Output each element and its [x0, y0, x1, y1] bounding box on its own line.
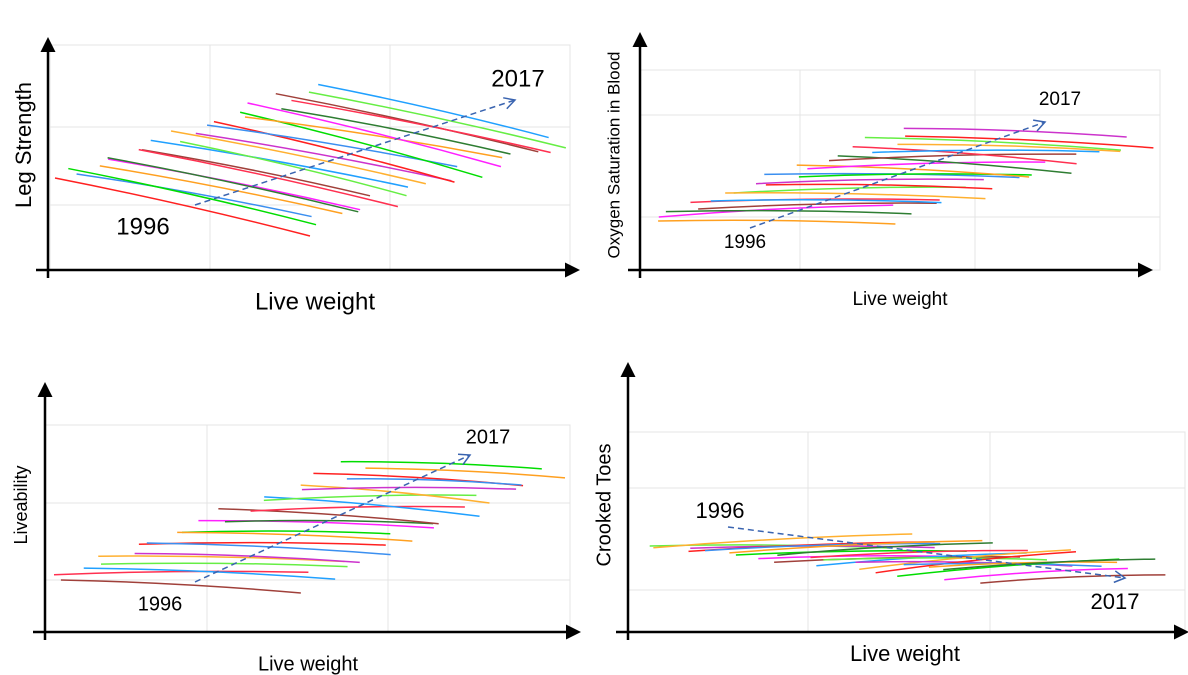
trend-line: [765, 183, 993, 190]
trend-line: [301, 486, 517, 491]
trend-line: [146, 542, 391, 556]
arrow-head: [1033, 119, 1047, 132]
trend-line: [807, 161, 1046, 170]
trend-arrow: [749, 121, 1046, 229]
panel: Liveability Live weight 1996 2017: [11, 382, 581, 675]
trend-line: [704, 542, 941, 552]
trend-line: [134, 552, 360, 564]
trend-line: [859, 549, 1071, 571]
start-year-label: 1996: [138, 593, 183, 615]
trend-line: [864, 136, 1122, 151]
trend-line: [665, 209, 912, 215]
plot-frame: [44, 424, 571, 633]
trend-line: [244, 116, 503, 159]
trend-line: [218, 507, 439, 525]
panel: Crooked Toes Live weight 1996 2017: [593, 362, 1188, 666]
trend-line: [340, 460, 542, 470]
y-axis-label: Leg Strength: [11, 82, 36, 208]
arrow-head: [457, 453, 472, 466]
trend-line: [658, 204, 894, 218]
trend-line: [99, 165, 343, 215]
trend-arrow: [194, 454, 471, 583]
y-axis-label: Oxygen Saturation in Blood: [604, 52, 623, 259]
trend-line: [281, 107, 511, 155]
end-year-label: 2017: [1039, 89, 1081, 110]
end-year-label: 2017: [491, 65, 544, 92]
trend-line: [837, 155, 1072, 175]
trend-line: [68, 167, 317, 226]
trend-line: [150, 139, 409, 188]
end-year-label: 2017: [1091, 589, 1140, 614]
trend-line: [653, 533, 913, 549]
start-year-label: 1996: [696, 498, 745, 523]
start-year-label: 1996: [116, 213, 169, 240]
trend-line: [224, 519, 434, 525]
y-axis-label: Crooked Toes: [593, 443, 615, 566]
trend-line: [107, 157, 359, 213]
x-axis-label: Live weight: [852, 289, 948, 310]
trend-line: [179, 140, 407, 197]
trend-line: [275, 92, 539, 153]
x-axis-label: Live weight: [850, 641, 960, 666]
trend-arrow: [727, 526, 1126, 579]
trend-line: [138, 148, 399, 208]
trend-line: [944, 567, 1128, 581]
panel: Oxygen Saturation in Blood Live weight 199…: [604, 32, 1161, 310]
trend-line: [198, 519, 434, 529]
trend-line: [291, 99, 551, 154]
trend-line: [247, 102, 502, 168]
trend-line: [658, 219, 896, 225]
trend-line: [141, 148, 371, 197]
trend-line: [83, 567, 336, 580]
x-axis-label: Live weight: [255, 288, 375, 315]
trend-line: [725, 192, 986, 200]
x-axis-label: Live weight: [258, 653, 359, 675]
trend-line: [943, 558, 1156, 571]
trend-line: [318, 83, 549, 139]
trend-line: [823, 557, 1047, 561]
trend-line: [875, 550, 1077, 574]
trend-line: [710, 198, 942, 204]
panel: Leg Strength Live weight 1996 2017: [11, 37, 580, 315]
trend-line: [263, 494, 477, 502]
trend-line: [250, 505, 465, 512]
trend-line: [170, 130, 426, 185]
trend-line: [177, 531, 413, 542]
arrow-head: [503, 97, 517, 110]
trend-line: [903, 127, 1127, 138]
trend-line: [928, 561, 1118, 568]
start-year-label: 1996: [724, 232, 766, 253]
trend-line: [54, 177, 311, 237]
end-year-label: 2017: [466, 426, 511, 448]
trend-line: [905, 135, 1154, 149]
trend-arrow: [194, 99, 516, 206]
trend-line: [181, 530, 391, 535]
trend-line: [852, 145, 1077, 165]
trend-line: [60, 579, 301, 594]
trend-line: [100, 562, 348, 568]
trend-line: [213, 120, 455, 183]
y-axis-label: Liveability: [11, 465, 31, 544]
trend-line: [755, 178, 984, 185]
trend-line: [872, 149, 1100, 154]
plot-frame: [639, 69, 1161, 271]
trend-line: [300, 484, 490, 504]
trend-line: [365, 467, 566, 479]
trend-line: [195, 132, 452, 182]
trend-line: [777, 542, 993, 556]
trend-line: [308, 91, 567, 149]
trend-line: [980, 574, 1166, 584]
trend-line: [729, 539, 983, 554]
trend-line: [53, 570, 309, 576]
arrow-head: [1113, 570, 1127, 584]
trend-line: [897, 143, 1121, 153]
trend-line: [76, 173, 312, 218]
trend-line: [346, 478, 522, 486]
